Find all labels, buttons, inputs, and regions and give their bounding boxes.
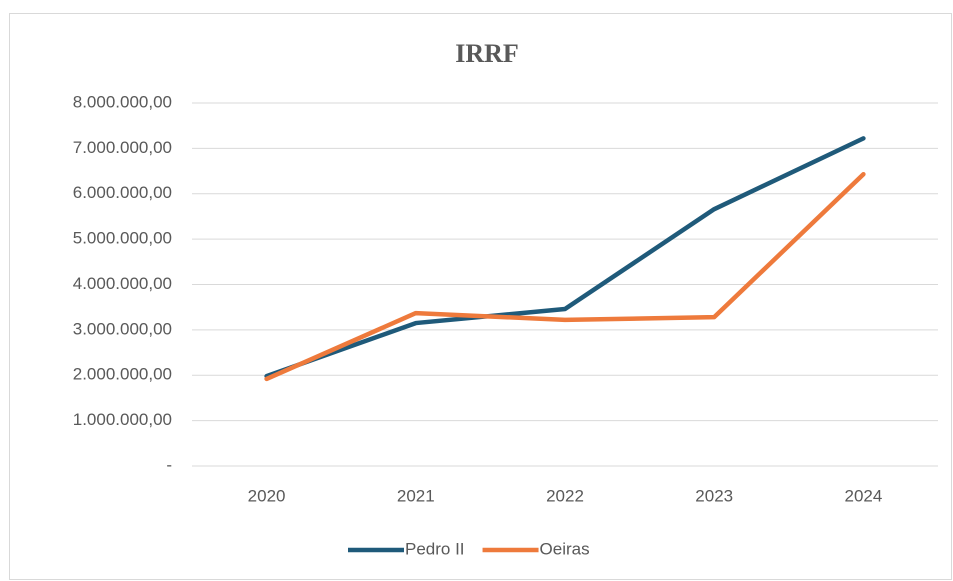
y-tick-label: 2.000.000,00 bbox=[73, 365, 172, 384]
legend-label: Pedro II bbox=[405, 539, 465, 558]
x-tick-label: 2023 bbox=[695, 486, 733, 505]
y-tick-label: 6.000.000,00 bbox=[73, 183, 172, 202]
series-line bbox=[264, 171, 866, 382]
y-tick-label: 4.000.000,00 bbox=[73, 274, 172, 293]
y-tick-label: 5.000.000,00 bbox=[73, 229, 172, 248]
chart-title: IRRF bbox=[455, 39, 519, 68]
y-tick-label: 3.000.000,00 bbox=[73, 319, 172, 338]
x-tick-label: 2021 bbox=[397, 486, 435, 505]
y-tick-label: 1.000.000,00 bbox=[73, 410, 172, 429]
y-tick-label: 8.000.000,00 bbox=[73, 92, 172, 111]
y-tick-label: 7.000.000,00 bbox=[73, 138, 172, 157]
chart-frame bbox=[9, 13, 952, 580]
y-tick-label: - bbox=[166, 455, 172, 474]
legend-label: Oeiras bbox=[540, 539, 590, 558]
x-tick-label: 2022 bbox=[546, 486, 584, 505]
series-line bbox=[264, 136, 866, 379]
x-tick-label: 2020 bbox=[248, 486, 286, 505]
x-tick-label: 2024 bbox=[844, 486, 882, 505]
